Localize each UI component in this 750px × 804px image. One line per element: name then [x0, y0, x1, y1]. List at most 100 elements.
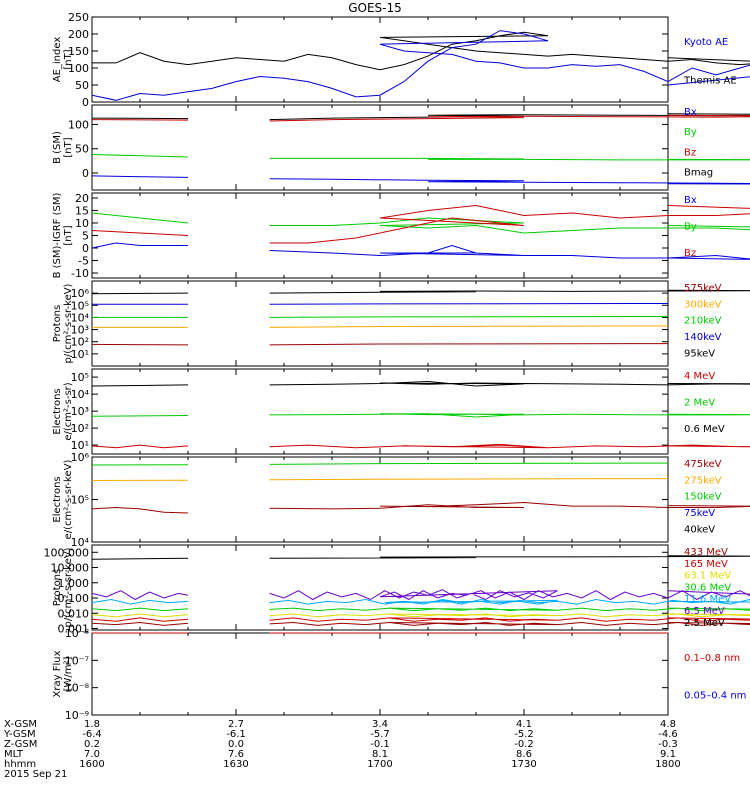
series-line-140kev — [270, 304, 668, 305]
series-line-by — [270, 218, 750, 233]
series-line-95kev — [92, 293, 188, 294]
y-axis-label-line2: p/(cm²-s-sr-keV) — [63, 547, 74, 627]
legend-item: 150keV — [684, 492, 722, 503]
legend-item: Kyoto AE — [684, 37, 728, 48]
series-line-11-6-mev — [270, 600, 750, 605]
ephemeris-value: 1600 — [79, 759, 104, 770]
y-axis-label-line1: Protons — [52, 569, 63, 606]
legend-item: Bmag — [684, 168, 713, 179]
series-line-6-5-mev — [270, 590, 750, 600]
series-line-by — [270, 158, 750, 160]
y-tick-label: -10 — [71, 267, 89, 280]
legend-item: Bx — [684, 195, 697, 206]
ephemeris-value: 1700 — [367, 759, 392, 770]
y-axis-label-line1: AE_index — [52, 37, 63, 83]
panel-protons_high: 100.00010.0001.0000.1000.0100.001Protons… — [44, 545, 750, 636]
y-axis-label-line2: [nT] — [63, 49, 74, 69]
series-line-210kev — [270, 317, 668, 318]
legend-item: 433 MeV — [684, 547, 728, 558]
panel-frame — [92, 369, 668, 454]
y-axis-label-line1: Electrons — [52, 388, 63, 434]
y-tick-label: -5 — [78, 255, 89, 268]
date-label: 2015 Sep 21 — [4, 769, 67, 780]
legend-item: 0.1–0.8 nm — [684, 653, 740, 664]
series-line-bx — [92, 176, 188, 178]
legend-item: 11.6 MeV — [684, 594, 731, 605]
legend-item: 210keV — [684, 316, 722, 327]
legend-item: 95keV — [684, 348, 715, 359]
y-tick-label: 10⁻⁸ — [65, 627, 90, 640]
y-axis-label-line2: e/(cm²-s-sr) — [63, 382, 74, 440]
series-line-2-mev — [270, 414, 750, 417]
series-line-150kev — [270, 463, 668, 464]
legend-item: 275keV — [684, 475, 722, 486]
y-axis-label: AE_index[nT] — [52, 37, 74, 83]
y-tick-label: 10 — [75, 217, 89, 230]
legend-item: 2 MeV — [684, 398, 715, 409]
series-line-475kev — [92, 508, 188, 514]
y-axis-label-line2: e/(cm²-s-sr-keV) — [63, 460, 74, 540]
legend-item: 2.5 MeV — [684, 618, 725, 629]
y-axis-label-line2: [nT] — [63, 225, 74, 245]
ephemeris-value: 1730 — [511, 759, 536, 770]
legend-item: By — [684, 127, 697, 138]
legend-item: 4 MeV — [684, 371, 715, 382]
series-line-bmag — [92, 118, 188, 119]
series-line-165-mev — [92, 618, 188, 621]
y-axis-label-line2: p/(cm²-s-sr-keV) — [63, 283, 74, 363]
y-tick-label: 0 — [82, 242, 89, 255]
y-tick-label: 15 — [75, 205, 89, 218]
series-line-2-5-mev — [92, 558, 188, 559]
series-line-165-mev — [270, 618, 750, 621]
y-tick-label: 100 — [68, 118, 89, 131]
y-tick-label: 0 — [82, 96, 89, 109]
series-line-bx — [270, 179, 750, 184]
series-line-themis-ae — [92, 32, 750, 69]
series-line-bz — [92, 120, 188, 121]
series-line-4-mev — [270, 444, 750, 447]
legend-item: 165 MeV — [684, 559, 728, 570]
legend-item: 6.5 MeV — [684, 606, 725, 617]
y-axis-label-line1: Protons — [52, 305, 63, 342]
plot-title: GOES-15 — [348, 1, 402, 15]
panel-frame — [92, 457, 668, 542]
y-axis-label-line2: [nT] — [63, 137, 74, 157]
series-line-433-mev — [270, 623, 750, 626]
y-axis-label: Xray Flux[W/m²] — [52, 650, 74, 697]
y-tick-label: 50 — [75, 143, 89, 156]
series-line-bx — [92, 243, 188, 248]
panel-bsm: 100 50 0 B (SM)[nT] Bx By Bz Bmag — [52, 105, 750, 190]
y-axis-label: B (SM)-IGRF (SM)[nT] — [52, 193, 74, 279]
series-line-475kev — [270, 503, 750, 509]
legend-item: Bz — [684, 147, 696, 158]
panel-frame — [92, 17, 668, 102]
y-axis-label-line2: [W/m²] — [63, 656, 74, 691]
y-tick-label: 250 — [68, 11, 89, 24]
legend-item: 63.1 MeV — [684, 571, 731, 582]
series-line-4-mev — [92, 445, 188, 448]
legend-item: 0.6 MeV — [684, 424, 725, 435]
series-line-6-5-mev — [92, 591, 188, 600]
series-line-11-6-mev — [92, 600, 188, 605]
y-tick-label: 20 — [75, 192, 89, 205]
legend-item: 0.05–0.4 nm — [684, 690, 746, 701]
legend-item: Bz — [684, 248, 696, 259]
legend-item: Bx — [684, 107, 697, 118]
series-line-bx — [270, 246, 750, 261]
y-axis-label-line1: B (SM)-IGRF (SM) — [52, 193, 63, 279]
y-tick-label: 10⁵ — [71, 371, 89, 384]
y-tick-label: 0 — [82, 167, 89, 180]
ephemeris-value: 1800 — [655, 759, 680, 770]
y-tick-label: 5 — [82, 230, 89, 243]
legend-item: 140keV — [684, 332, 722, 343]
series-line-0-6-mev — [270, 382, 750, 387]
y-axis-label: B (SM)[nT] — [52, 131, 74, 164]
